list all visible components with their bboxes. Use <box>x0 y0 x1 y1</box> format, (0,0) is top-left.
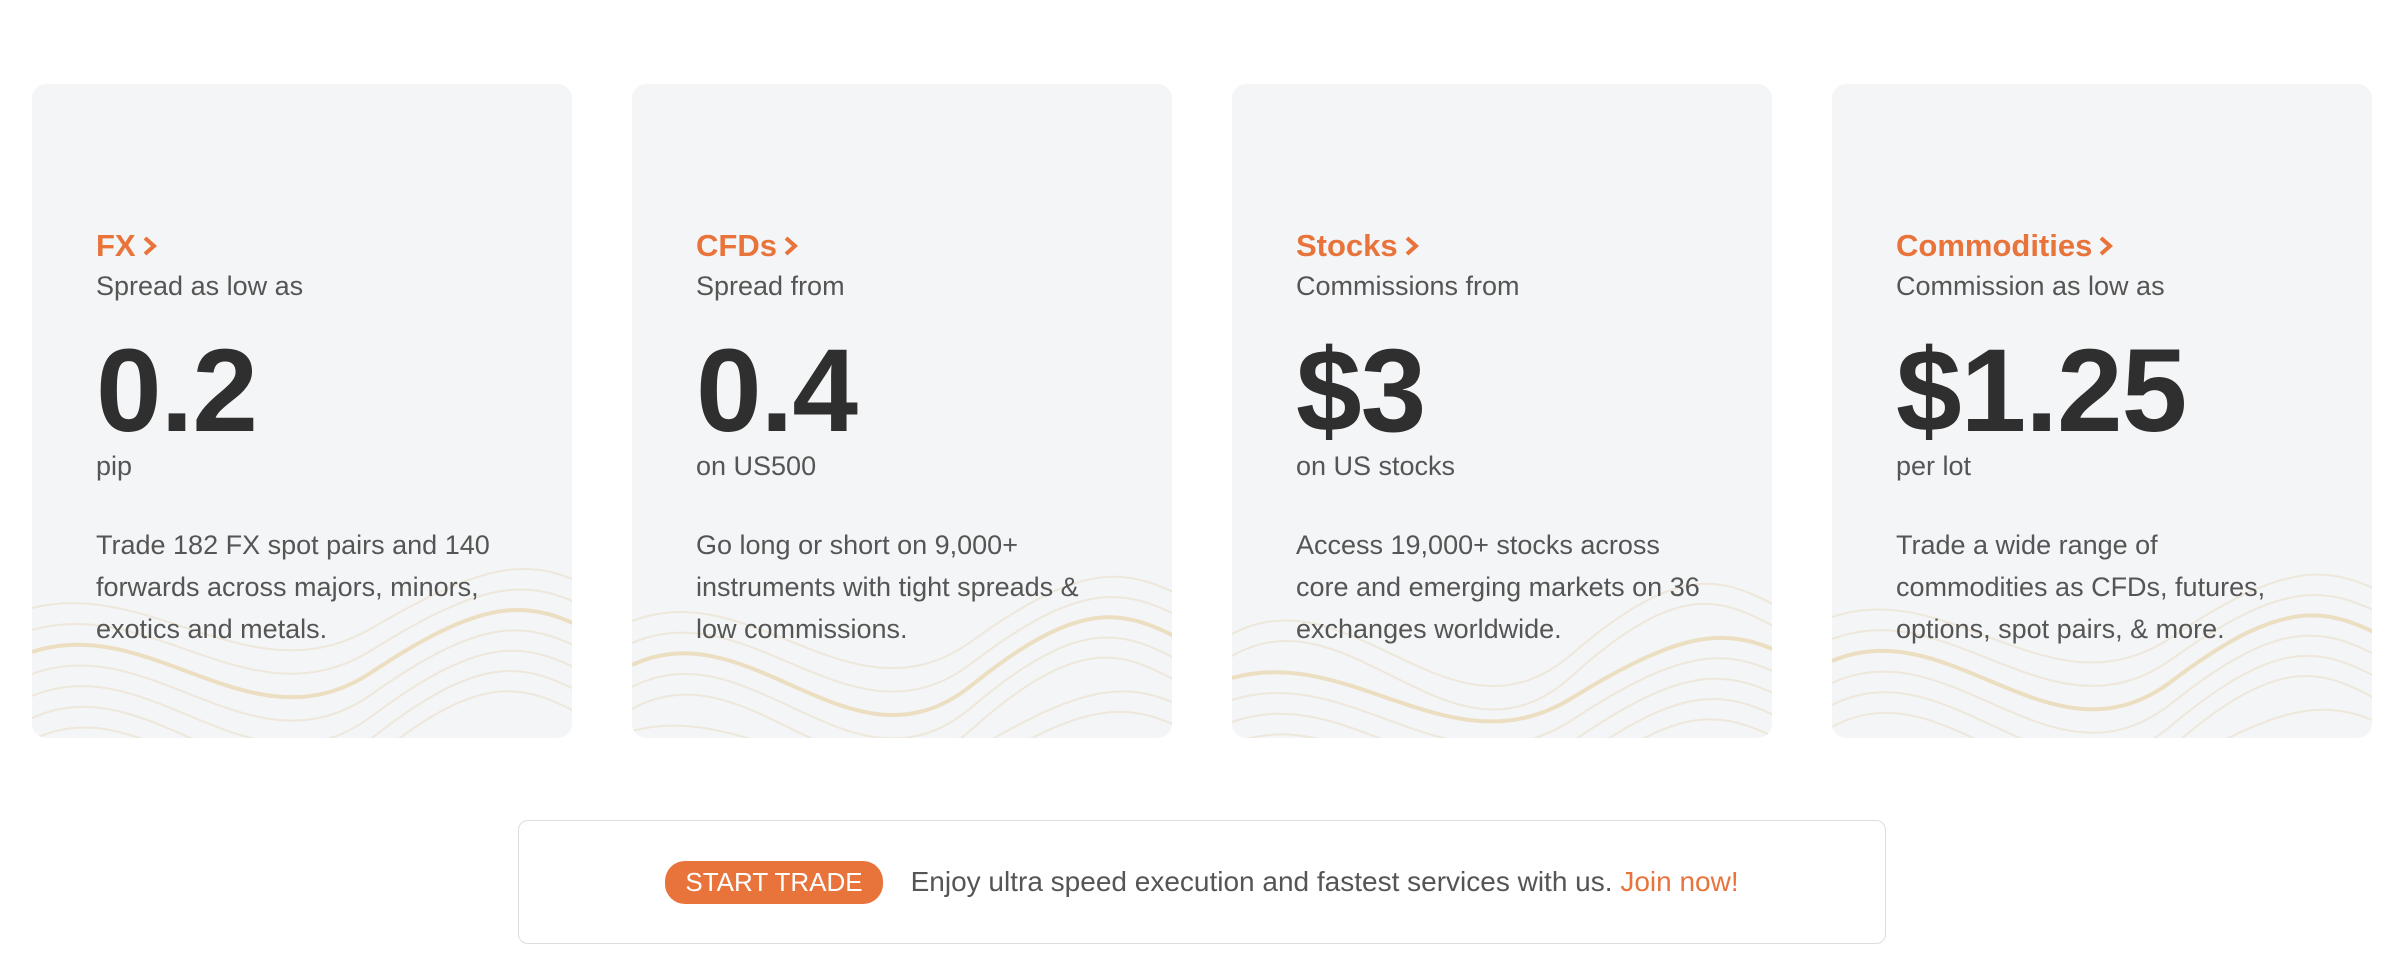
card-content: CFDs Spread from 0.4 on US500 Go long or sho… <box>696 226 1112 650</box>
card-title[interactable]: CFDs <box>696 226 1112 266</box>
market-card[interactable]: Commodities Commission as low as $1.25 per … <box>1832 84 2372 738</box>
card-value: $3 <box>1296 325 1426 457</box>
wave-decoration <box>632 575 1172 738</box>
chevron-icon <box>143 236 157 256</box>
card-content: Commodities Commission as low as $1.25 per … <box>1896 226 2312 650</box>
card-description: Access 19,000+ stocks across core and em… <box>1296 530 1700 644</box>
card-unit: pip <box>96 451 133 481</box>
card-subtitle: Commission as low as <box>1896 271 2165 301</box>
card-value: 0.2 <box>96 325 258 457</box>
market-card[interactable]: Stocks Commissions from $3 on US stocks Acce… <box>1232 84 1772 738</box>
card-title-text[interactable]: Stocks <box>1296 228 1398 263</box>
card-description: Go long or short on 9,000+ instruments w… <box>696 530 1079 644</box>
card-title-text[interactable]: Commodities <box>1896 228 2093 263</box>
card-subtitle: Spread as low as <box>96 271 304 301</box>
card-title[interactable]: Stocks <box>1296 226 1712 266</box>
join-link[interactable]: Join now! <box>1620 866 1739 897</box>
start-trade-button[interactable]: START TRADE <box>665 860 883 904</box>
wave-decoration <box>1832 573 2372 738</box>
market-card[interactable]: FX Spread as low as 0.2 pip Trade 182 FX spo… <box>32 84 572 738</box>
card-unit: on US500 <box>696 451 817 481</box>
market-card[interactable]: CFDs Spread from 0.4 on US500 Go long or sho… <box>632 84 1172 738</box>
card-value: 0.4 <box>696 325 858 457</box>
card-content: FX Spread as low as 0.2 pip Trade 182 FX spo… <box>96 226 512 650</box>
card-subtitle: Commissions from <box>1296 271 1520 301</box>
card-value: $1.25 <box>1896 325 2187 457</box>
banner: START TRADE Enjoy ultra speed execution … <box>518 820 1886 944</box>
wave-decoration <box>1232 582 1772 738</box>
chevron-icon <box>784 236 798 256</box>
banner-message: Enjoy ultra speed execution and fastest … <box>910 866 1613 897</box>
chevron-icon <box>1405 236 1419 256</box>
card-description: Trade 182 FX spot pairs and 140 forwards… <box>96 530 490 644</box>
wave-decoration <box>32 568 572 738</box>
banner-text: Enjoy ultra speed execution and fastest … <box>911 866 1739 898</box>
card-title[interactable]: Commodities <box>1896 226 2312 266</box>
card-title-text[interactable]: CFDs <box>696 228 777 263</box>
card-content: Stocks Commissions from $3 on US stocks Acce… <box>1296 226 1712 650</box>
card-subtitle: Spread from <box>696 271 845 301</box>
card-description: Trade a wide range of commodities as CFD… <box>1896 530 2266 644</box>
card-title[interactable]: FX <box>96 226 512 266</box>
card-unit: on US stocks <box>1296 451 1456 481</box>
chevron-icon <box>2100 236 2114 256</box>
card-title-text[interactable]: FX <box>96 228 136 263</box>
card-unit: per lot <box>1896 451 1972 481</box>
